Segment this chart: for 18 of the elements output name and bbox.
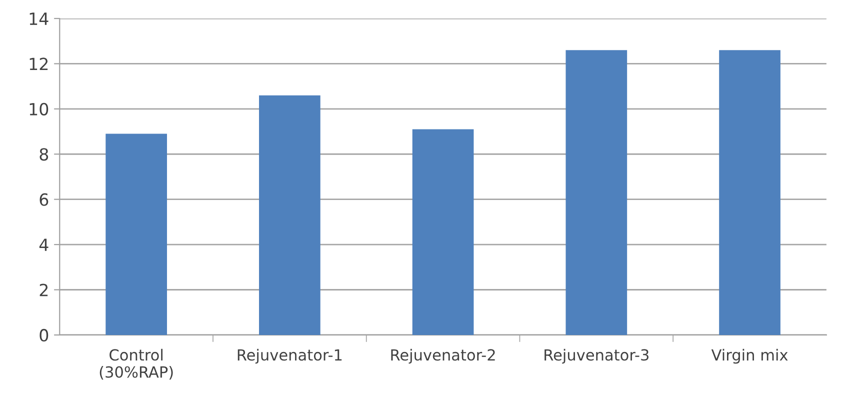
x-tick-label: Rejuvenator-1 <box>238 348 342 364</box>
bar <box>719 50 780 335</box>
x-tick-label: Control (30%RAP) <box>100 348 173 380</box>
y-tick-label: 12 <box>30 58 48 70</box>
x-tick-label: Rejuvenator-3 <box>544 348 648 364</box>
x-tick-label: Rejuvenator-2 <box>391 348 495 364</box>
y-tick-label: 14 <box>30 12 48 25</box>
bar <box>412 129 474 335</box>
y-tick-label: 2 <box>40 284 48 296</box>
y-tick-label: 4 <box>39 238 48 251</box>
y-tick-label: 0 <box>40 328 48 342</box>
bar <box>259 95 320 335</box>
y-tick-label: 10 <box>30 102 48 116</box>
bar <box>106 134 167 335</box>
bar <box>566 50 628 335</box>
y-tick-label: 8 <box>40 148 48 161</box>
x-tick-label: Virgin mix <box>711 348 788 364</box>
y-tick-label: 6 <box>40 193 48 206</box>
